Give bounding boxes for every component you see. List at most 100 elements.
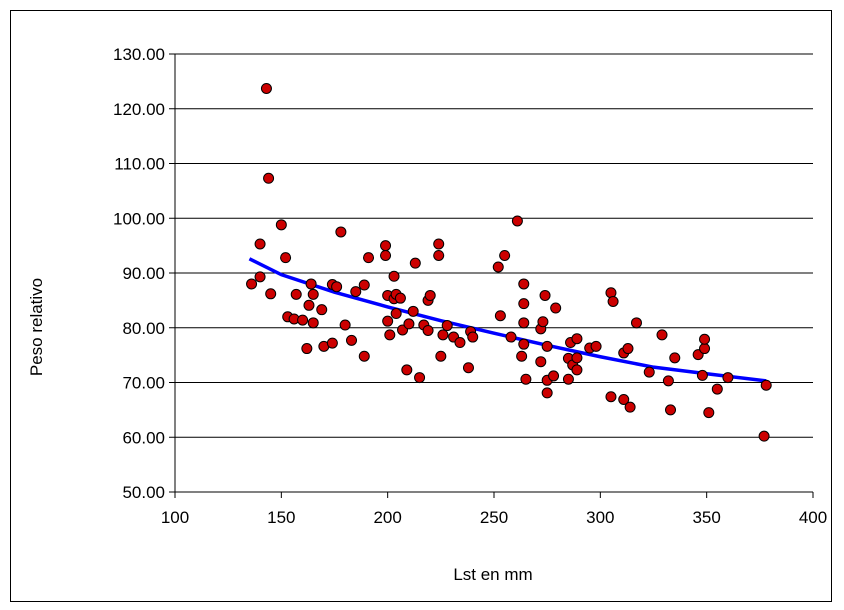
data-point [539,289,551,301]
data-point [511,215,523,227]
data-point [437,329,449,341]
data-point [699,333,711,345]
data-point [518,317,530,329]
data-points [246,82,772,442]
y-tick-label: 90.00 [122,264,165,283]
data-point [656,329,668,341]
data-point [607,295,619,307]
data-point [280,252,292,264]
data-point [326,337,338,349]
data-point [263,172,275,184]
data-point [760,379,772,391]
x-tick-label: 200 [373,508,401,527]
data-point [462,362,474,374]
x-tick-label: 150 [267,508,295,527]
x-tick-label: 250 [480,508,508,527]
data-point [516,350,528,362]
data-point [307,317,319,329]
data-point [265,288,277,300]
data-point [518,278,530,290]
data-point [339,319,351,331]
trend-line [248,257,767,383]
y-tick-label: 130.00 [113,45,165,64]
data-point [414,372,426,384]
data-point [358,279,370,291]
data-point [711,383,723,395]
data-point [363,252,375,264]
data-point [662,375,674,387]
y-tick-label: 110.00 [114,155,165,174]
data-point [403,318,415,330]
data-point [571,364,583,376]
data-point [297,314,309,326]
data-point [435,350,447,362]
data-point [335,226,347,238]
data-point [350,286,362,298]
data-point [550,302,562,314]
gridlines [175,53,813,438]
data-point [703,407,715,419]
data-point [618,393,630,405]
x-tick-label: 300 [586,508,614,527]
data-point [394,292,406,304]
x-tick-label: 400 [799,508,827,527]
data-point [358,350,370,362]
data-point [518,298,530,310]
data-point [422,324,434,336]
data-point [316,304,328,316]
y-tick-label: 120.00 [113,100,165,119]
data-point [505,331,517,343]
data-point [722,372,734,384]
data-point [380,240,392,252]
data-point [571,352,583,364]
data-point [541,387,553,399]
data-point [390,308,402,320]
data-point [441,320,453,332]
data-point [346,334,358,346]
x-tick-label: 100 [161,508,189,527]
data-point [699,343,711,355]
data-point [630,317,642,329]
data-point [307,288,319,300]
data-point [305,278,317,290]
y-axis-title: Peso relativo [27,278,46,376]
data-point [382,315,394,327]
data-point [388,270,400,282]
y-tick-label: 80.00 [122,319,165,338]
data-point [669,352,681,364]
data-point [562,373,574,385]
data-point [254,238,266,250]
data-point [541,340,553,352]
data-point [401,364,413,376]
y-tick-label: 50.00 [122,483,165,502]
data-point [548,370,560,382]
data-point [590,340,602,352]
x-axis-title: Lst en mm [453,565,532,584]
data-point [290,288,302,300]
data-point [499,249,511,261]
data-point [380,249,392,261]
data-point [624,401,636,413]
y-tick-labels: 50.00 60.00 70.00 80.00 90.00 100.00 110.00 120… [113,45,175,502]
x-tick-label: 350 [692,508,720,527]
data-point [605,391,617,403]
data-point [433,238,445,250]
data-point [492,261,504,273]
data-point [260,82,272,94]
data-point [331,281,343,293]
data-point [409,257,421,269]
data-point [537,316,549,328]
y-tick-label: 60.00 [122,428,165,447]
data-point [275,219,287,231]
data-point [665,404,677,416]
data-point [433,249,445,261]
data-point [454,337,466,349]
data-point [407,305,419,317]
data-point [643,366,655,378]
y-tick-label: 100.00 [113,209,165,228]
data-point [520,373,532,385]
data-point [571,333,583,345]
data-point [622,343,634,355]
data-point [518,338,530,350]
